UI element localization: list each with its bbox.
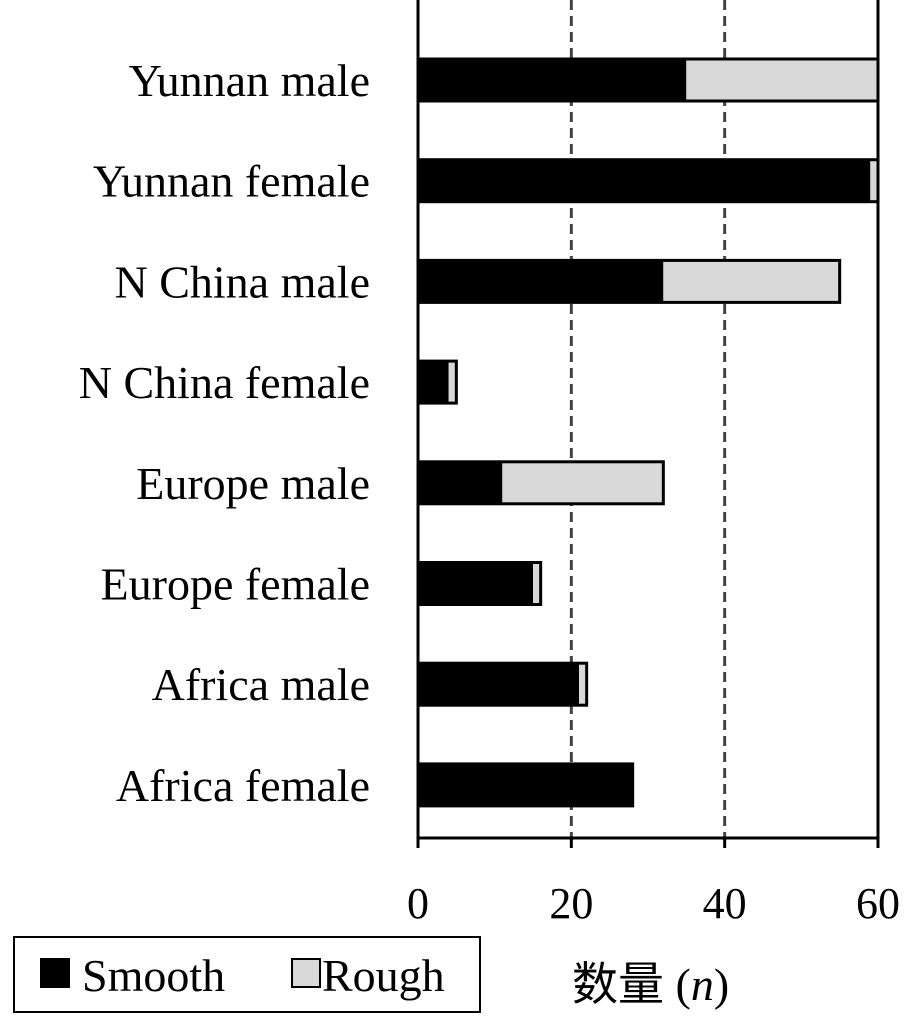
bar-rough xyxy=(502,461,664,504)
gridlines xyxy=(569,0,727,838)
x-tick-label: 0 xyxy=(407,879,429,928)
category-label: N China female xyxy=(79,357,370,408)
bar-smooth xyxy=(418,763,633,806)
category-label: Yunnan male xyxy=(129,55,370,106)
bar-rough xyxy=(686,59,878,101)
x-tick-label: 20 xyxy=(549,879,593,928)
bar-rough xyxy=(448,361,457,404)
legend-label-smooth: Smooth xyxy=(82,950,225,1001)
legend: Smooth Rough xyxy=(13,936,481,1013)
category-label: Europe male xyxy=(136,458,370,509)
bar-smooth xyxy=(418,361,449,404)
bar-smooth xyxy=(418,159,871,202)
bar-rough xyxy=(579,663,587,706)
axes xyxy=(416,0,880,848)
x-tick-label: 40 xyxy=(703,879,747,928)
bar-smooth xyxy=(418,59,687,101)
x-axis-label: 数量 (n) xyxy=(572,959,729,1010)
legend-label-rough: Rough xyxy=(322,950,445,1001)
legend-swatch-rough xyxy=(291,958,321,988)
legend-swatch-smooth xyxy=(40,958,70,988)
bar-smooth xyxy=(418,260,664,303)
legend-box xyxy=(13,936,481,1013)
category-label: Africa female xyxy=(116,760,370,811)
category-labels: Yunnan male Yunnan female N China male N Ch… xyxy=(79,55,370,811)
bar-smooth xyxy=(418,562,533,605)
bars xyxy=(416,57,880,808)
bar-rough xyxy=(533,562,541,605)
category-label: Yunnan female xyxy=(93,156,370,207)
category-label: Europe female xyxy=(101,559,370,610)
bar-rough xyxy=(663,260,840,303)
category-label: Africa male xyxy=(152,659,370,710)
bar-smooth xyxy=(418,663,579,706)
x-tick-labels: 0 20 40 60 xyxy=(407,879,900,928)
bar-smooth xyxy=(418,461,503,504)
x-tick-label: 60 xyxy=(856,879,900,928)
category-label: N China male xyxy=(115,256,371,307)
bar-rough xyxy=(870,159,878,202)
